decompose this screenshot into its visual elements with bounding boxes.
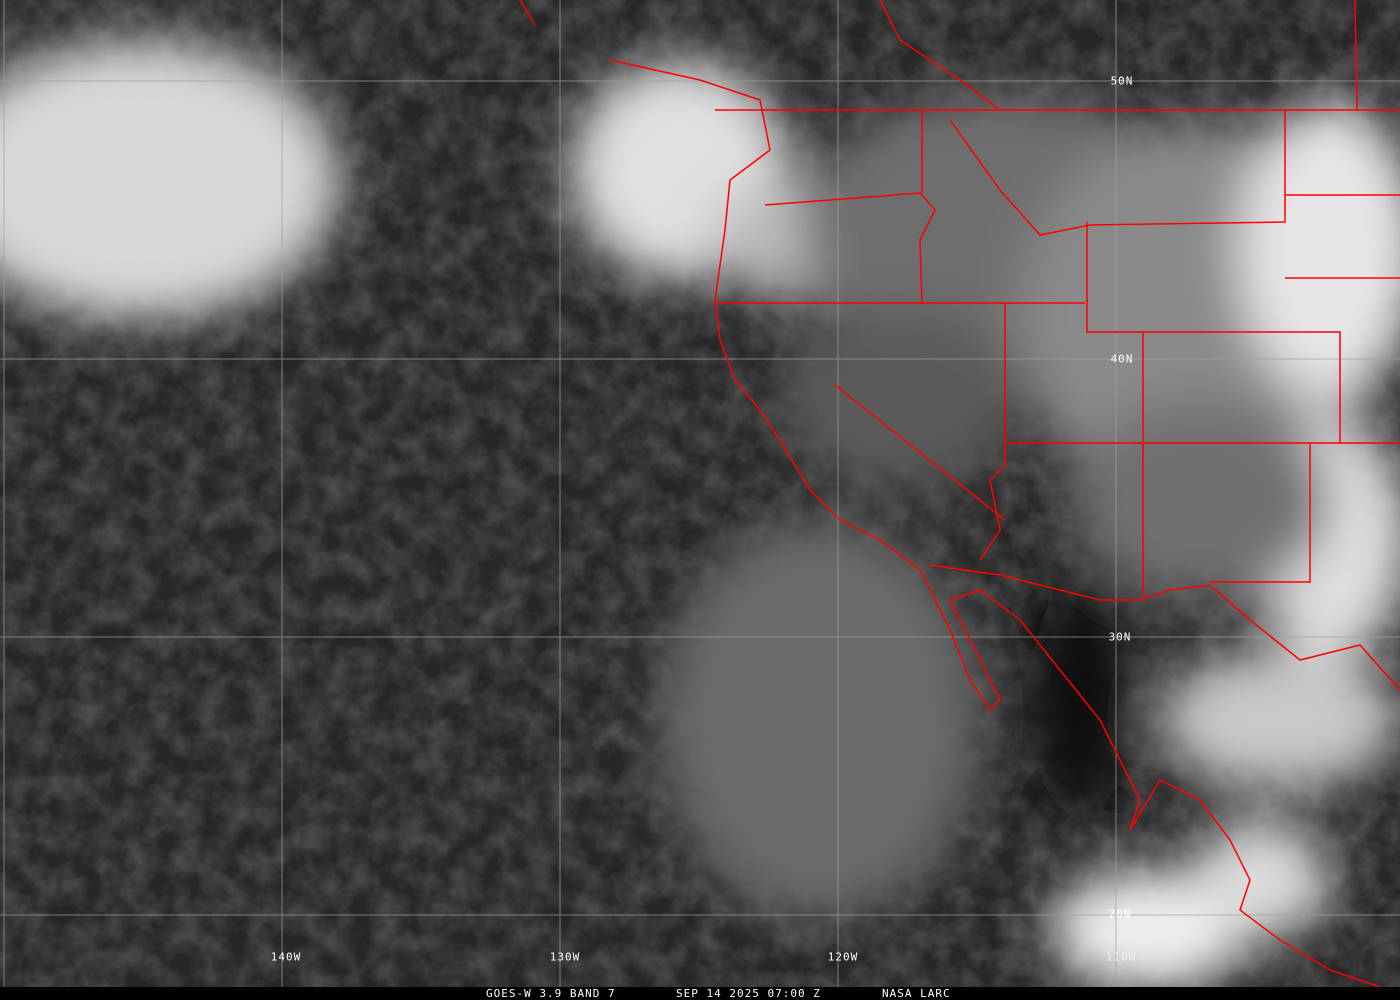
latitude-label: 20N xyxy=(1108,907,1132,921)
caption-bar: GOES-W 3.9 BAND 7 SEP 14 2025 07:00 Z NA… xyxy=(0,987,1400,1000)
cloud-layer xyxy=(0,40,1400,987)
data-source: NASA LARC xyxy=(882,987,951,1000)
longitude-label: 130W xyxy=(549,950,581,964)
latitude-label: 50N xyxy=(1110,74,1134,88)
product-name: GOES-W 3.9 BAND 7 xyxy=(486,987,616,1000)
political-borders xyxy=(519,0,1400,987)
longitude-label: 120W xyxy=(827,950,859,964)
longitude-label: 140W xyxy=(270,950,302,964)
image-datetime: SEP 14 2025 07:00 Z xyxy=(676,987,821,1000)
longitude-label: 110W xyxy=(1105,950,1137,964)
latitude-label: 30N xyxy=(1108,630,1132,644)
latitude-label: 40N xyxy=(1110,352,1134,366)
